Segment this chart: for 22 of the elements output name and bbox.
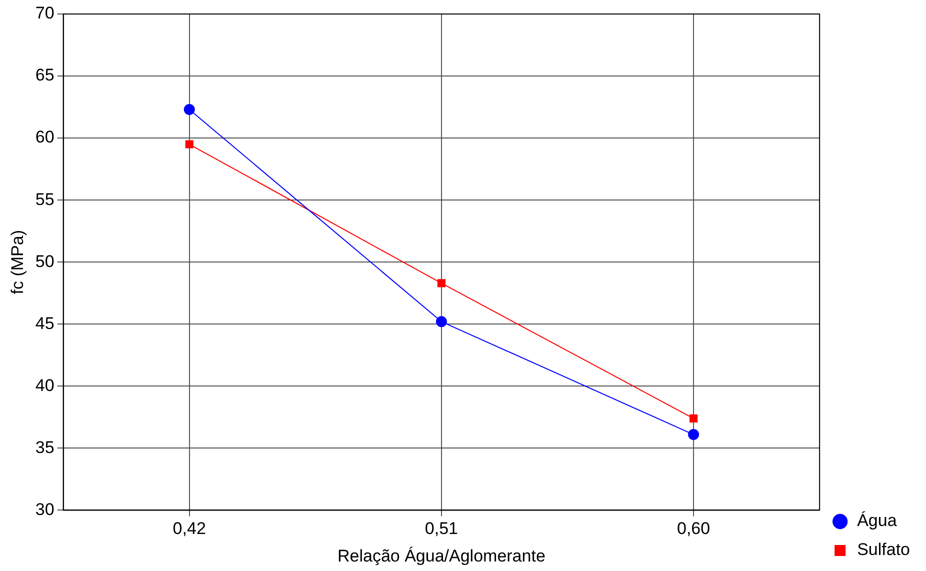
y-tick-label: 55 <box>35 190 54 209</box>
legend-label: Sulfato <box>857 540 910 560</box>
legend-label: Água <box>857 511 898 530</box>
y-tick-label: 30 <box>35 500 54 519</box>
point <box>689 414 698 422</box>
y-tick-label: 60 <box>35 128 54 147</box>
y-tick-label: 45 <box>35 314 54 333</box>
x-tick-label: 0,60 <box>676 519 710 538</box>
point <box>436 316 447 328</box>
y-tick-label: 70 <box>35 4 54 23</box>
y-tick-label: 50 <box>35 252 54 271</box>
y-tick-label: 35 <box>35 438 54 457</box>
x-tick-label: 0,42 <box>172 519 206 538</box>
x-axis-title: Relação Água/Aglomerante <box>337 546 546 566</box>
y-tick-label: 65 <box>35 66 54 85</box>
point <box>437 279 446 288</box>
y-tick-label: 40 <box>35 376 54 395</box>
y-axis-title: fc (MPa) <box>8 230 27 294</box>
point <box>184 104 195 116</box>
point <box>688 429 700 440</box>
point <box>185 140 194 148</box>
x-tick-label: 0,51 <box>424 519 458 538</box>
